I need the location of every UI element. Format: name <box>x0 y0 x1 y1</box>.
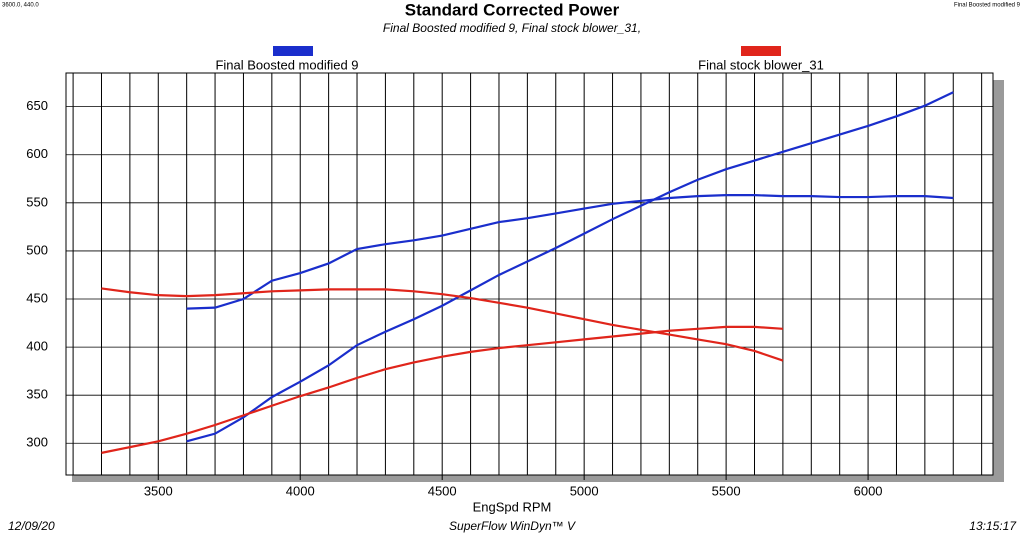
x-axis-label: EngSpd RPM <box>473 499 552 514</box>
series-line <box>186 91 954 443</box>
x-tick-label: 5000 <box>570 483 599 498</box>
legend-swatch <box>741 46 781 56</box>
chart-subtitle: Final Boosted modified 9, Final stock bl… <box>383 21 641 35</box>
chart-title: Standard Corrected Power <box>405 0 620 19</box>
x-tick-label: 5500 <box>712 483 741 498</box>
y-tick-label: 600 <box>26 146 48 161</box>
footer-product: SuperFlow WinDyn™ V <box>449 519 576 533</box>
cursor-readout: 3600.0, 440.0 <box>2 3 39 9</box>
footer-time: 13:15:17 <box>969 519 1017 533</box>
plot-area <box>65 72 994 476</box>
series-line <box>101 287 784 362</box>
corner-label: Final Boosted modified 9 <box>954 3 1021 9</box>
legend-swatch <box>273 46 313 56</box>
x-tick-label: 3500 <box>144 483 173 498</box>
legend-label: Final Boosted modified 9 <box>215 57 358 72</box>
legend-label: Final stock blower_31 <box>698 57 824 72</box>
series-line <box>101 325 783 454</box>
y-tick-label: 300 <box>26 435 48 450</box>
footer-date: 12/09/20 <box>8 519 55 533</box>
series-line <box>186 194 954 310</box>
y-tick-label: 650 <box>26 98 48 113</box>
x-tick-label: 6000 <box>854 483 883 498</box>
y-tick-label: 350 <box>26 387 48 402</box>
x-tick-label: 4000 <box>286 483 315 498</box>
y-tick-label: 400 <box>26 339 48 354</box>
y-tick-label: 550 <box>26 194 48 209</box>
y-tick-label: 450 <box>26 290 48 305</box>
y-tick-label: 500 <box>26 242 48 257</box>
x-tick-label: 4500 <box>428 483 457 498</box>
